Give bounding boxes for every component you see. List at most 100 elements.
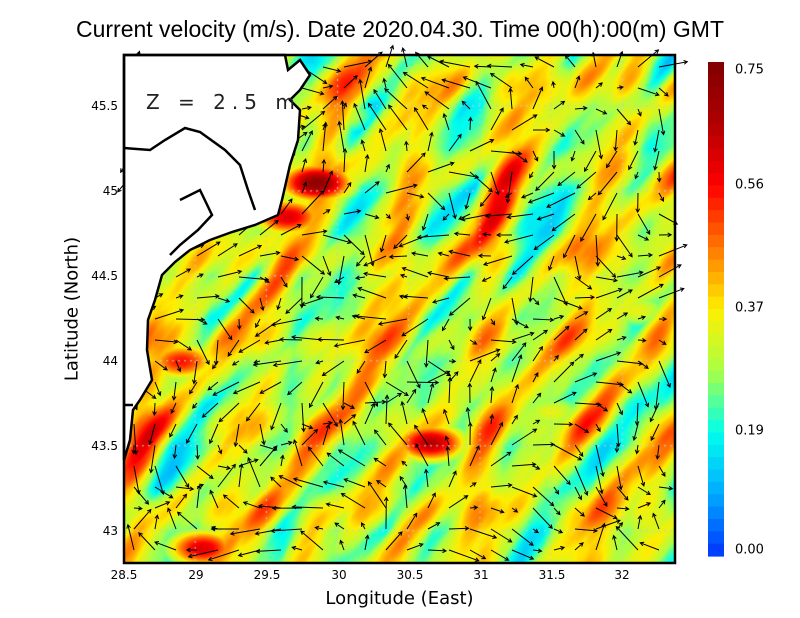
velocity-arrow <box>321 158 327 173</box>
velocity-arrow <box>133 423 139 456</box>
velocity-arrow <box>532 392 542 404</box>
velocity-arrow <box>574 444 584 458</box>
x-tick: 31 <box>473 568 489 582</box>
velocity-arrow <box>171 381 177 401</box>
velocity-arrow <box>574 528 598 533</box>
velocity-arrow <box>448 470 457 488</box>
velocity-arrow <box>301 255 326 275</box>
velocity-arrow <box>469 482 477 488</box>
velocity-arrow <box>175 339 193 351</box>
velocity-arrow <box>468 116 473 131</box>
velocity-arrow <box>264 339 282 345</box>
velocity-arrow <box>291 545 303 551</box>
colorbar-segment <box>708 197 724 211</box>
velocity-arrow <box>532 442 556 447</box>
velocity-arrow <box>637 514 643 530</box>
velocity-arrow <box>614 444 620 454</box>
velocity-arrow <box>442 213 450 221</box>
velocity-arrow <box>322 170 334 194</box>
plot-frame <box>122 53 677 565</box>
velocity-arrow <box>238 463 244 488</box>
velocity-arrow <box>557 171 576 187</box>
velocity-arrow <box>448 249 471 257</box>
velocity-arrow <box>152 402 157 417</box>
velocity-arrow <box>300 530 324 551</box>
velocity-arrow <box>427 192 446 211</box>
velocity-arrow <box>553 100 566 110</box>
colorbar-segment <box>708 407 724 421</box>
velocity-arrow <box>595 519 621 530</box>
velocity-arrow <box>527 192 555 204</box>
velocity-arrow <box>405 213 410 222</box>
velocity-arrow <box>424 91 450 110</box>
velocity-arrow <box>469 171 494 193</box>
velocity-arrow <box>453 231 471 237</box>
x-tick: 31.5 <box>538 568 566 582</box>
colorbar-segment <box>708 370 724 384</box>
velocity-arrow <box>615 525 639 551</box>
velocity-arrow <box>340 492 366 509</box>
velocity-arrow <box>154 514 160 530</box>
velocity-arrow <box>301 87 325 96</box>
velocity-arrow <box>364 234 375 267</box>
velocity-arrow <box>553 391 577 404</box>
velocity-arrow <box>343 414 357 425</box>
velocity-arrow <box>469 444 480 467</box>
velocity-arrow <box>602 192 618 221</box>
velocity-arrow <box>532 317 555 323</box>
velocity-arrow <box>322 84 334 89</box>
velocity-arrow <box>511 486 538 498</box>
velocity-arrow <box>637 87 660 97</box>
velocity-arrow <box>616 402 624 416</box>
velocity-arrow <box>300 297 324 307</box>
velocity-arrow <box>280 423 288 433</box>
velocity-arrow <box>551 80 556 89</box>
velocity-arrow <box>257 503 282 509</box>
velocity-arrow <box>637 338 647 343</box>
velocity-arrow <box>653 129 660 153</box>
velocity-arrow <box>310 276 324 299</box>
velocity-arrow <box>637 486 652 496</box>
velocity-arrow <box>322 480 345 488</box>
velocity-arrow <box>270 528 303 534</box>
velocity-arrow <box>209 489 219 509</box>
velocity-arrow <box>238 297 255 314</box>
velocity-arrow <box>616 486 629 501</box>
velocity-arrow <box>301 105 312 111</box>
velocity-arrow <box>511 414 518 425</box>
velocity-arrow <box>196 273 204 278</box>
velocity-arrow <box>524 76 534 89</box>
velocity-arrow <box>553 444 583 461</box>
velocity-arrow <box>280 255 300 262</box>
velocity-arrow <box>570 150 576 162</box>
velocity-arrow <box>301 428 319 446</box>
velocity-arrow <box>658 192 664 202</box>
velocity-arrow <box>595 522 606 551</box>
velocity-arrow <box>564 54 576 68</box>
colorbar-segment <box>708 444 724 458</box>
velocity-arrow <box>404 140 409 152</box>
velocity-arrow <box>437 251 450 257</box>
velocity-arrow <box>355 275 366 281</box>
velocity-arrow <box>427 270 450 278</box>
velocity-arrow <box>637 381 650 408</box>
velocity-arrow <box>595 287 623 299</box>
velocity-arrow <box>373 429 387 446</box>
velocity-arrow <box>511 507 519 513</box>
colorbar-segment <box>708 432 724 446</box>
velocity-arrows <box>117 44 689 562</box>
velocity-arrow <box>441 318 450 332</box>
velocity-arrow <box>447 376 453 404</box>
velocity-arrow <box>131 444 137 455</box>
velocity-arrow <box>301 402 306 433</box>
velocity-arrow <box>388 254 408 260</box>
velocity-arrow <box>301 189 325 215</box>
velocity-arrow <box>489 413 495 425</box>
velocity-arrow <box>253 359 261 365</box>
velocity-arrow <box>616 108 632 126</box>
colorbar-segment <box>708 210 724 224</box>
velocity-arrow <box>511 150 528 163</box>
velocity-arrow <box>175 486 195 492</box>
colorbar-segment <box>708 469 724 483</box>
velocity-arrow <box>342 102 348 110</box>
